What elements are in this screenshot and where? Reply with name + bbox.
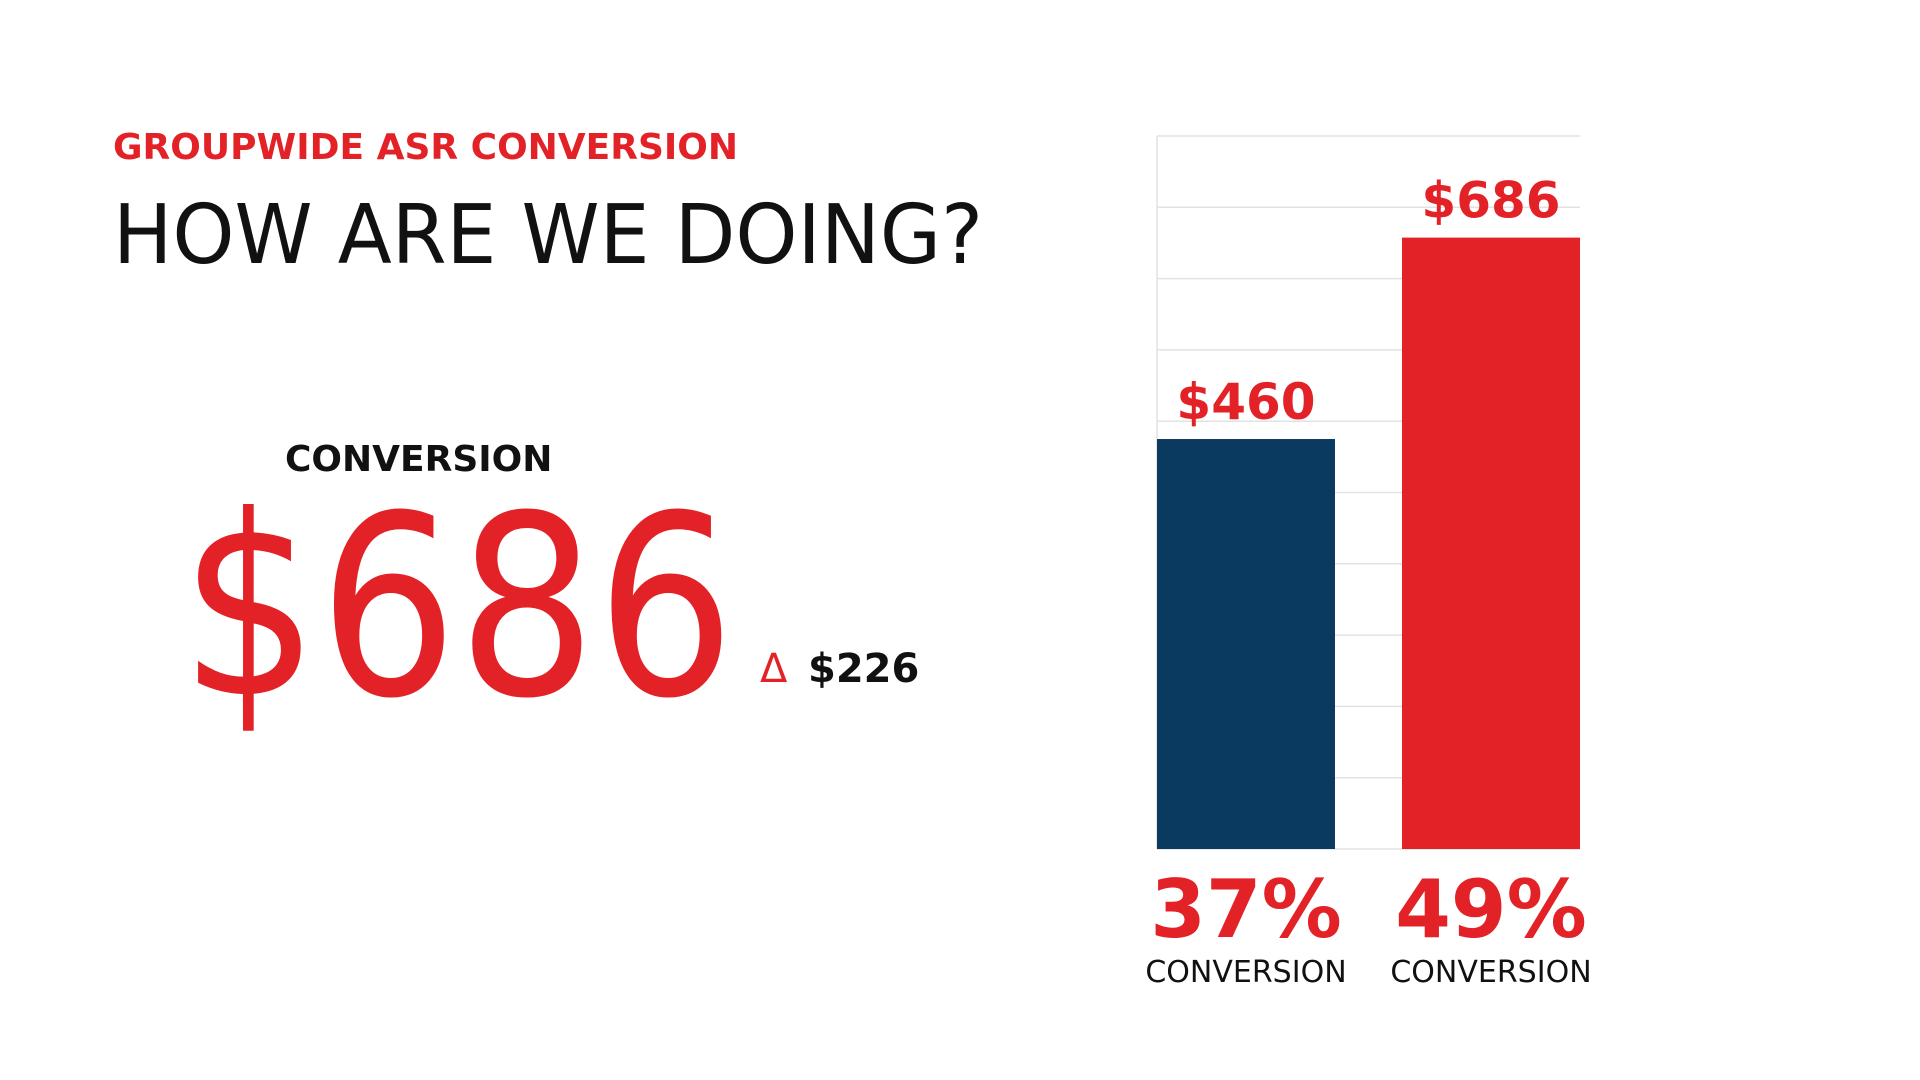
conversion-rate: 49% (1395, 863, 1586, 956)
bar (1402, 237, 1580, 850)
category-label: CONVERSION (1390, 955, 1591, 990)
conversion-rate: 37% (1150, 863, 1341, 956)
kicker: GROUPWIDE ASR CONVERSION (113, 127, 738, 168)
value-label: $686 (1421, 172, 1560, 230)
title: HOW ARE WE DOING? (113, 188, 983, 283)
value-label: $460 (1176, 373, 1315, 431)
bar (1157, 439, 1335, 849)
kpi-value: $686 (180, 462, 735, 753)
delta-value: $226 (808, 646, 919, 692)
category-label: CONVERSION (1145, 955, 1346, 990)
kpi-label: CONVERSION (285, 439, 552, 480)
delta-symbol: Δ (760, 646, 788, 692)
